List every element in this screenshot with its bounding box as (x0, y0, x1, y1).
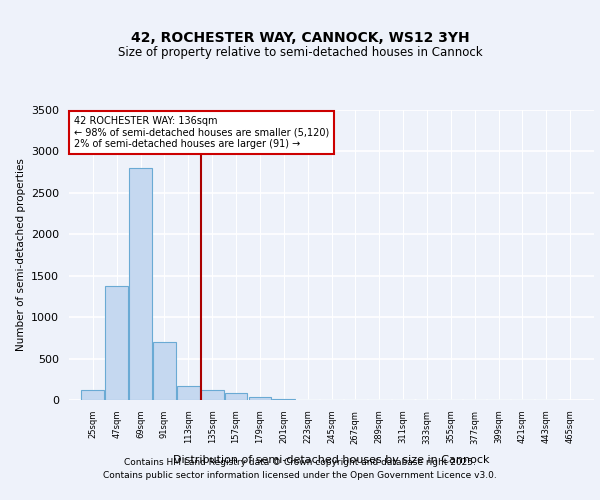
Text: Contains public sector information licensed under the Open Government Licence v3: Contains public sector information licen… (103, 472, 497, 480)
Text: Contains HM Land Registry data © Crown copyright and database right 2025.: Contains HM Land Registry data © Crown c… (124, 458, 476, 467)
Bar (177, 386, 200, 400)
Text: 42 ROCHESTER WAY: 136sqm
← 98% of semi-detached houses are smaller (5,120)
2% of: 42 ROCHESTER WAY: 136sqm ← 98% of semi-d… (74, 116, 329, 149)
Bar (106, 286, 128, 400)
Bar (82, 390, 104, 400)
Bar (248, 396, 271, 400)
Bar (201, 390, 224, 400)
Text: 42, ROCHESTER WAY, CANNOCK, WS12 3YH: 42, ROCHESTER WAY, CANNOCK, WS12 3YH (131, 30, 469, 44)
Bar (224, 394, 247, 400)
Bar (272, 399, 295, 400)
X-axis label: Distribution of semi-detached houses by size in Cannock: Distribution of semi-detached houses by … (173, 455, 490, 465)
Y-axis label: Number of semi-detached properties: Number of semi-detached properties (16, 158, 26, 352)
Bar (129, 168, 152, 400)
Text: Size of property relative to semi-detached houses in Cannock: Size of property relative to semi-detach… (118, 46, 482, 59)
Bar (153, 342, 176, 400)
